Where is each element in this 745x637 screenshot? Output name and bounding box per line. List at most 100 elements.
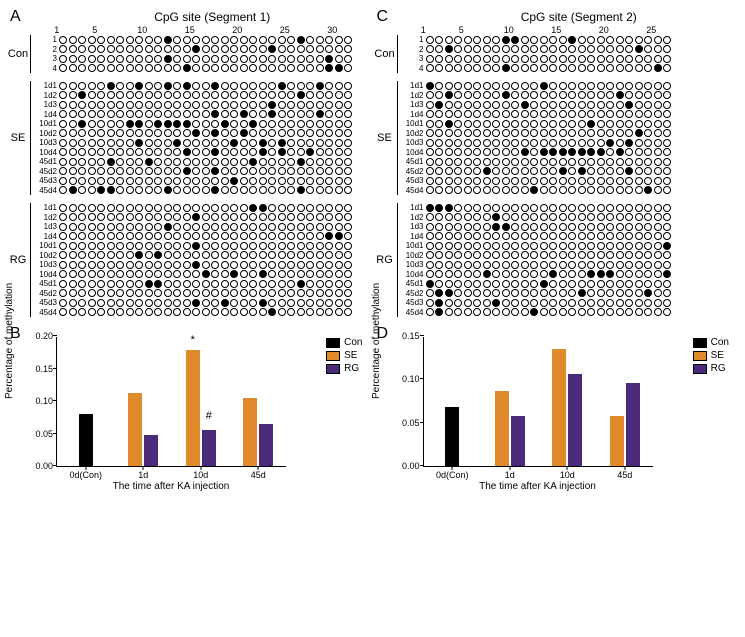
dot-unmethylated [635, 120, 643, 128]
dot-unmethylated [154, 177, 162, 185]
dot-unmethylated [511, 223, 519, 231]
dot-unmethylated [511, 251, 519, 259]
dot-unmethylated [426, 232, 434, 240]
dot-unmethylated [183, 91, 191, 99]
dot-unmethylated [530, 129, 538, 137]
dot-unmethylated [88, 186, 96, 194]
row-label: 1d1 [35, 81, 57, 91]
dot-unmethylated [183, 213, 191, 221]
dot-unmethylated [126, 64, 134, 72]
dot-unmethylated [325, 308, 333, 316]
dot-unmethylated [259, 101, 267, 109]
dot-unmethylated [587, 223, 595, 231]
dot-methylated [435, 204, 443, 212]
dot-unmethylated [173, 64, 181, 72]
dot-unmethylated [183, 261, 191, 269]
dot-unmethylated [325, 242, 333, 250]
row-label: 4 [402, 64, 424, 74]
dot-row [426, 289, 673, 299]
dot-unmethylated [183, 204, 191, 212]
dot-unmethylated [454, 308, 462, 316]
dot-unmethylated [278, 186, 286, 194]
dot-unmethylated [268, 251, 276, 259]
dot-unmethylated [297, 270, 305, 278]
dot-unmethylated [464, 261, 472, 269]
dot-unmethylated [616, 101, 624, 109]
dot-unmethylated [625, 55, 633, 63]
dot-unmethylated [625, 110, 633, 118]
bar-con [445, 407, 459, 466]
row-label: 10d4 [402, 148, 424, 158]
dot-unmethylated [202, 101, 210, 109]
dot-unmethylated [597, 232, 605, 240]
dot-methylated [502, 91, 510, 99]
dot-methylated [635, 129, 643, 137]
dot-unmethylated [540, 308, 548, 316]
dot-unmethylated [344, 129, 352, 137]
dot-unmethylated [654, 167, 662, 175]
dot-unmethylated [59, 289, 67, 297]
dot-unmethylated [268, 82, 276, 90]
dot-unmethylated [173, 91, 181, 99]
dot-unmethylated [549, 64, 557, 72]
dot-unmethylated [306, 186, 314, 194]
dot-unmethylated [221, 251, 229, 259]
dot-unmethylated [492, 101, 500, 109]
dot-unmethylated [135, 289, 143, 297]
dot-row [59, 45, 354, 55]
cpg-tick: 25 [646, 25, 656, 35]
dot-unmethylated [183, 101, 191, 109]
dot-unmethylated [306, 82, 314, 90]
x-tick-label: 0d(Con) [436, 470, 469, 480]
dot-unmethylated [173, 280, 181, 288]
cpg-tick: 5 [92, 25, 97, 35]
dot-row [59, 138, 354, 148]
y-tick: 0.15 [396, 331, 420, 341]
dot-row [426, 91, 673, 101]
dot-unmethylated [511, 167, 519, 175]
dot-unmethylated [221, 232, 229, 240]
dot-unmethylated [663, 280, 671, 288]
dot-unmethylated [164, 177, 172, 185]
dot-unmethylated [445, 177, 453, 185]
dot-unmethylated [259, 223, 267, 231]
dot-unmethylated [145, 91, 153, 99]
dot-unmethylated [259, 213, 267, 221]
dot-unmethylated [335, 158, 343, 166]
dot-unmethylated [145, 223, 153, 231]
dot-unmethylated [97, 158, 105, 166]
dot-unmethylated [88, 55, 96, 63]
dot-unmethylated [306, 308, 314, 316]
dot-unmethylated [597, 223, 605, 231]
dot-unmethylated [568, 129, 576, 137]
dot-unmethylated [306, 270, 314, 278]
dot-unmethylated [278, 242, 286, 250]
dot-unmethylated [344, 148, 352, 156]
dot-unmethylated [587, 232, 595, 240]
dot-unmethylated [240, 55, 248, 63]
dot-unmethylated [287, 148, 295, 156]
dot-unmethylated [597, 186, 605, 194]
dot-unmethylated [511, 177, 519, 185]
dot-unmethylated [663, 82, 671, 90]
dot-row [59, 260, 354, 270]
dot-unmethylated [211, 280, 219, 288]
dot-unmethylated [116, 177, 124, 185]
dot-unmethylated [445, 213, 453, 221]
dot-unmethylated [164, 45, 172, 53]
dot-unmethylated [587, 177, 595, 185]
bar-se [495, 391, 509, 466]
dot-unmethylated [202, 232, 210, 240]
dot-unmethylated [587, 82, 595, 90]
dot-unmethylated [316, 242, 324, 250]
dot-unmethylated [549, 232, 557, 240]
dot-unmethylated [435, 82, 443, 90]
row-label: 1d4 [35, 110, 57, 120]
dot-unmethylated [287, 280, 295, 288]
dot-unmethylated [568, 55, 576, 63]
dot-methylated [183, 82, 191, 90]
dot-unmethylated [445, 101, 453, 109]
dot-unmethylated [221, 148, 229, 156]
dot-unmethylated [183, 129, 191, 137]
dot-methylated [145, 158, 153, 166]
